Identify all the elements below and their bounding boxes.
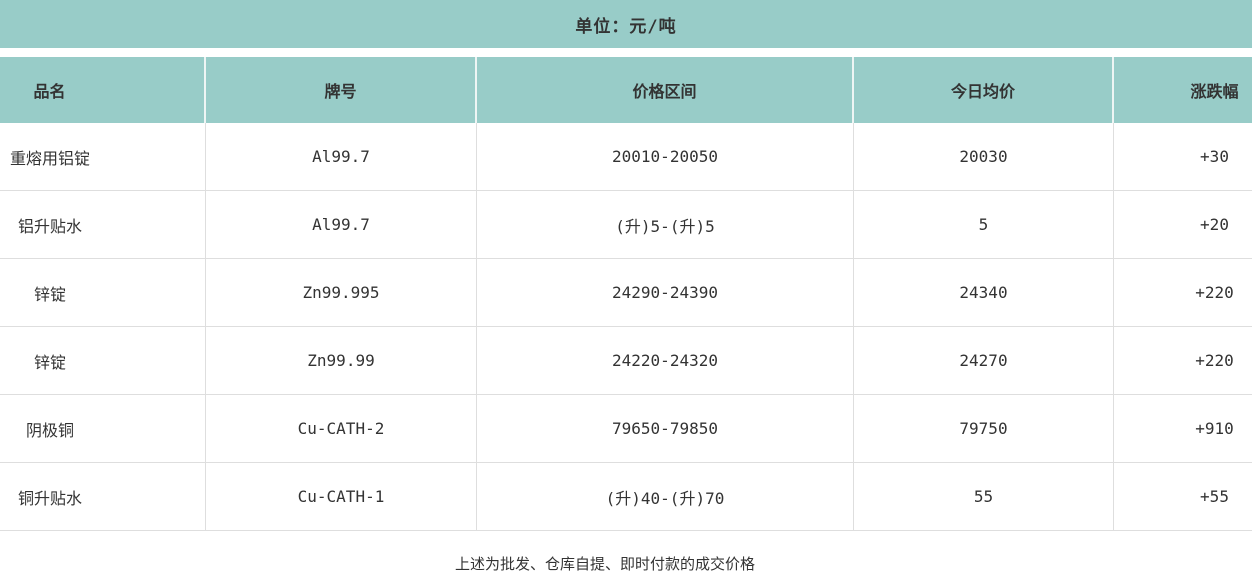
column-header-product: 品名	[0, 57, 206, 123]
table-header-row: 品名 牌号 价格区间 今日均价 涨跌幅	[0, 57, 1252, 123]
title-header-gap	[0, 48, 1252, 57]
cell-brand: Cu-CATH-2	[206, 395, 477, 462]
cell-change: +30	[1200, 147, 1229, 166]
cell-brand: Cu-CATH-1	[206, 463, 477, 530]
cell-price-range: 24220-24320	[477, 327, 854, 394]
cell-price-range: 24290-24390	[477, 259, 854, 326]
cell-change: +55	[1200, 487, 1229, 506]
column-header-price-range: 价格区间	[477, 57, 854, 123]
cell-average-price: 55	[854, 463, 1114, 530]
cell-product-name: 阴极铜	[0, 395, 206, 462]
cell-change: +20	[1200, 215, 1229, 234]
cell-brand: Zn99.995	[206, 259, 477, 326]
cell-average-price: 79750	[854, 395, 1114, 462]
cell-brand: Al99.7	[206, 123, 477, 190]
table-row: 锌锭 Zn99.995 24290-24390 24340 +220	[0, 259, 1252, 327]
cell-product-name: 锌锭	[0, 259, 206, 326]
cell-product-name: 铜升贴水	[0, 463, 206, 530]
cell-brand: Al99.7	[206, 191, 477, 258]
column-header-change: 涨跌幅	[1190, 82, 1239, 101]
cell-change: +220	[1195, 351, 1234, 370]
cell-price-range: (升)5-(升)5	[477, 191, 854, 258]
cell-average-price: 5	[854, 191, 1114, 258]
cell-brand: Zn99.99	[206, 327, 477, 394]
table-row: 锌锭 Zn99.99 24220-24320 24270 +220	[0, 327, 1252, 395]
column-header-average-price: 今日均价	[854, 57, 1114, 123]
cell-change: +910	[1195, 419, 1234, 438]
table-row: 铝升贴水 Al99.7 (升)5-(升)5 5 +20	[0, 191, 1252, 259]
unit-label: 单位：元/吨	[575, 16, 677, 37]
footer-note-area: 上述为批发、仓库自提、即时付款的成交价格	[0, 531, 1252, 577]
column-header-brand: 牌号	[206, 57, 477, 123]
footer-note: 上述为批发、仓库自提、即时付款的成交价格	[454, 554, 755, 573]
cell-average-price: 24270	[854, 327, 1114, 394]
cell-price-range: (升)40-(升)70	[477, 463, 854, 530]
unit-title-bar: 单位：元/吨	[0, 0, 1252, 48]
table-row: 铜升贴水 Cu-CATH-1 (升)40-(升)70 55 +55	[0, 463, 1252, 531]
table-row: 阴极铜 Cu-CATH-2 79650-79850 79750 +910	[0, 395, 1252, 463]
cell-product-name: 铝升贴水	[0, 191, 206, 258]
cell-product-name: 重熔用铝锭	[0, 123, 206, 190]
cell-average-price: 24340	[854, 259, 1114, 326]
cell-price-range: 20010-20050	[477, 123, 854, 190]
cell-change: +220	[1195, 283, 1234, 302]
price-table: 品名 牌号 价格区间 今日均价 涨跌幅 重熔用铝锭 Al99.7 20010-2…	[0, 57, 1252, 577]
cell-price-range: 79650-79850	[477, 395, 854, 462]
table-row: 重熔用铝锭 Al99.7 20010-20050 20030 +30	[0, 123, 1252, 191]
cell-product-name: 锌锭	[0, 327, 206, 394]
cell-average-price: 20030	[854, 123, 1114, 190]
